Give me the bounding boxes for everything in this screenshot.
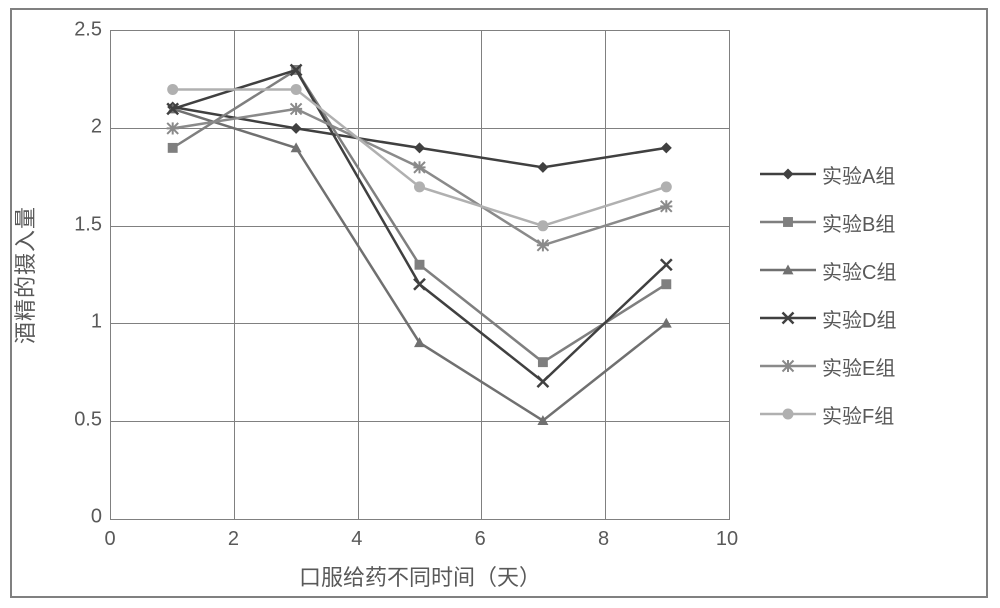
chart-container: 酒精的摄入量 口服给药不同时间（天） 00.511.522.5 0246810 … bbox=[0, 0, 1000, 608]
legend-swatch bbox=[760, 258, 816, 282]
legend-item-D: 实验D组 bbox=[760, 294, 896, 342]
series-F bbox=[111, 31, 729, 519]
legend-swatch bbox=[760, 210, 816, 234]
legend-label: 实验A组 bbox=[822, 160, 895, 189]
y-tick-label: 2 bbox=[62, 116, 102, 139]
legend-label: 实验D组 bbox=[822, 304, 896, 333]
x-tick-label: 10 bbox=[707, 528, 747, 551]
plot-area bbox=[110, 30, 730, 520]
legend-item-F: 实验F组 bbox=[760, 390, 896, 438]
legend-swatch bbox=[760, 306, 816, 330]
y-tick-label: 1 bbox=[62, 311, 102, 334]
y-tick-label: 2.5 bbox=[62, 19, 102, 42]
legend-item-E: 实验E组 bbox=[760, 342, 896, 390]
legend: 实验A组 实验B组 实验C组 实验D组 bbox=[760, 150, 896, 438]
legend-item-A: 实验A组 bbox=[760, 150, 896, 198]
x-tick-label: 2 bbox=[213, 528, 253, 551]
y-tick-label: 0.5 bbox=[62, 408, 102, 431]
legend-label: 实验E组 bbox=[822, 352, 895, 381]
legend-swatch bbox=[760, 162, 816, 186]
x-tick-label: 4 bbox=[337, 528, 377, 551]
y-axis-label: 酒精的摄入量 bbox=[8, 206, 40, 344]
x-tick-label: 8 bbox=[584, 528, 624, 551]
x-axis-label: 口服给药不同时间（天） bbox=[299, 560, 541, 592]
legend-swatch bbox=[760, 402, 816, 426]
legend-swatch bbox=[760, 354, 816, 378]
x-tick-label: 0 bbox=[90, 528, 130, 551]
legend-item-C: 实验C组 bbox=[760, 246, 896, 294]
legend-item-B: 实验B组 bbox=[760, 198, 896, 246]
y-tick-label: 1.5 bbox=[62, 213, 102, 236]
x-tick-label: 6 bbox=[460, 528, 500, 551]
y-tick-label: 0 bbox=[62, 506, 102, 529]
legend-label: 实验C组 bbox=[822, 256, 896, 285]
legend-label: 实验F组 bbox=[822, 400, 894, 429]
legend-label: 实验B组 bbox=[822, 208, 895, 237]
